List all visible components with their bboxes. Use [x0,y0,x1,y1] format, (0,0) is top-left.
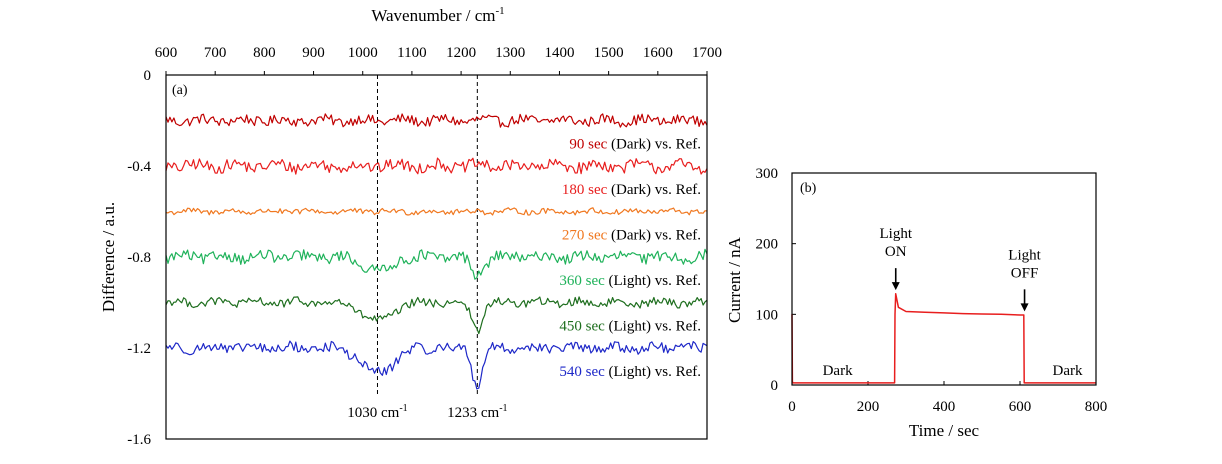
x-tick-label: 800 [1085,399,1108,415]
annotation-arrow-head [891,282,900,291]
panel-a-xlabel: Wavenumber / cm-1 [371,5,504,25]
x-tick-label: 600 [155,45,178,61]
annotation-label: Light OFF [1008,247,1041,281]
x-tick-label: 900 [302,45,325,61]
series-line [165,207,708,216]
x-tick-label: 400 [933,399,956,415]
x-tick-label: 1700 [692,45,722,61]
panel-b-xlabel: Time / sec [909,421,980,440]
series-label: 270 sec (Dark) vs. Ref. [562,228,701,244]
panel-b-y-tick-labels: 0 100 200 300 [756,166,779,394]
panel-a-plot-frame [165,74,708,440]
series-line [791,293,1096,384]
panel-a-x-tick-labels: 600 700 800 900 1000 1100 1200 1300 1400 1500 1600… [155,45,722,75]
panel-a-series [165,113,708,390]
y-tick-label: -1.2 [127,341,151,357]
x-tick-label: 1300 [495,45,525,61]
x-tick-label: 800 [253,45,276,61]
series-label: 450 sec (Light) vs. Ref. [559,319,701,335]
panel-a-spectra: Wavenumber / cm-1 600 700 800 900 1000 1100 12… [99,5,722,448]
series-label: 360 sec (Light) vs. Ref. [559,273,701,289]
annotation-arrow-head [1020,303,1029,312]
panel-b-photocurrent: Current / nA 0 100 200 300 0 200 400 600 800 Li… [725,166,1107,440]
y-tick-label: 0 [144,68,152,84]
panel-b-x-tick-labels: 0 200 400 600 800 [788,399,1107,415]
series-label: 180 sec (Dark) vs. Ref. [562,182,701,198]
series-line [165,296,708,335]
panel-a-reference-lines: 1030 cm-1 1233 cm-1 [347,75,508,421]
y-tick-label: 300 [756,166,779,182]
panel-a-ylabel: Difference / a.u. [99,202,118,312]
reference-line-label: 1030 cm-1 [347,403,407,421]
y-tick-label: -0.8 [127,250,151,266]
series-line [165,157,708,175]
x-tick-label: 1100 [397,45,426,61]
panel-b-series [791,293,1096,384]
series-line [165,340,708,390]
series-line [165,113,708,128]
reference-line-label: 1233 cm-1 [447,403,507,421]
panel-a-series-labels: 90 sec (Dark) vs. Ref. 180 sec (Dark) vs.… [559,137,701,381]
panel-b-annotations: Light ON Light OFF Dark Dark [823,226,1083,379]
y-tick-label: 200 [756,237,779,253]
series-label: 540 sec (Light) vs. Ref. [559,364,701,380]
region-label: Dark [1053,363,1083,379]
y-tick-label: 0 [771,378,779,394]
region-label: Dark [823,363,853,379]
x-tick-label: 600 [1009,399,1032,415]
panel-b-ylabel: Current / nA [725,236,744,323]
x-tick-label: 1400 [544,45,574,61]
y-tick-label: -1.6 [127,432,151,448]
panel-b-plot-frame [791,172,1097,386]
x-tick-label: 0 [788,399,796,415]
x-tick-label: 200 [857,399,880,415]
series-label: 90 sec (Dark) vs. Ref. [569,137,701,153]
panel-a-y-tick-labels: 0 -0.4 -0.8 -1.2 -1.6 [127,68,151,448]
x-tick-label: 1500 [594,45,624,61]
x-tick-label: 700 [204,45,227,61]
panel-b-label: (b) [800,181,817,196]
panel-a-label: (a) [172,83,188,98]
y-tick-label: -0.4 [127,159,151,175]
x-tick-label: 1000 [348,45,378,61]
x-tick-label: 1200 [446,45,476,61]
series-line [165,248,708,280]
x-tick-label: 1600 [643,45,673,61]
y-tick-label: 100 [756,307,779,323]
panel-b-ticks [791,172,1097,386]
annotation-label: Light ON [879,226,912,260]
